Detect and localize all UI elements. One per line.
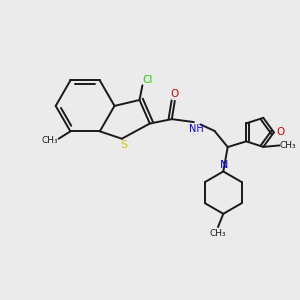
Text: Cl: Cl [142,75,153,85]
Text: NH: NH [190,124,204,134]
Text: O: O [276,128,284,137]
Text: CH₃: CH₃ [279,141,296,150]
Text: O: O [171,89,179,99]
Text: S: S [120,140,127,150]
Text: CH₃: CH₃ [41,136,58,145]
Text: N: N [220,160,228,170]
Text: CH₃: CH₃ [210,229,226,238]
